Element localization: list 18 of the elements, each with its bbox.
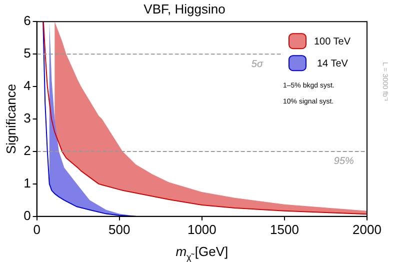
- x-tick-label: 1000: [187, 222, 216, 237]
- y-tick-label: 5: [24, 46, 31, 61]
- chart-title: VBF, Higgsino: [144, 1, 226, 16]
- annotation: 95%: [334, 156, 354, 168]
- x-tick-label: 2000: [352, 222, 382, 237]
- y-tick-label: 3: [24, 110, 31, 126]
- y-tick-label: 1: [24, 176, 31, 191]
- legend-label: 100 TeV: [314, 36, 351, 48]
- y-tick-label: 0: [24, 208, 31, 223]
- x-tick-label: 1500: [270, 222, 299, 237]
- legend-label: 14 TeV: [317, 58, 348, 70]
- y-tick-label: 2: [24, 143, 31, 158]
- y-axis-title: Significance: [3, 84, 18, 154]
- ref-line-label: 5σ: [251, 58, 264, 70]
- x-tick-label: 500: [108, 222, 130, 237]
- y-tick-label: 4: [24, 78, 31, 94]
- y-tick-label: 6: [24, 13, 31, 28]
- x-tick-label: 0: [33, 222, 40, 237]
